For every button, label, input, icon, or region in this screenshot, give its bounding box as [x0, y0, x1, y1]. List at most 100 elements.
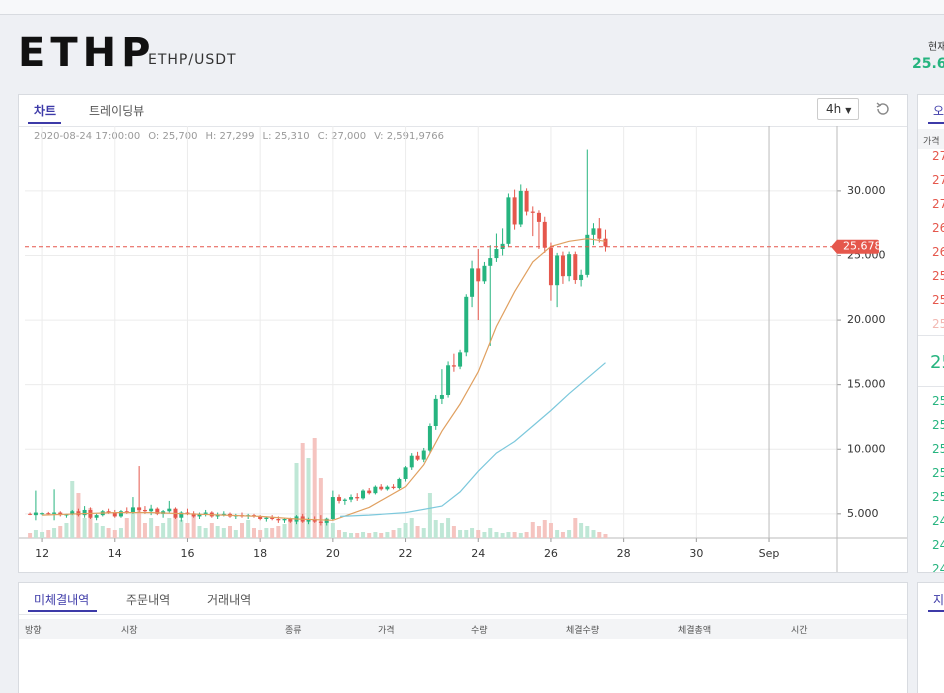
volume-bar: [324, 518, 329, 538]
candle-body: [118, 511, 123, 517]
volume-bar: [567, 530, 572, 538]
volume-bar: [100, 526, 105, 538]
interval-select[interactable]: 4h ▼: [817, 98, 859, 120]
volume-bar: [506, 532, 511, 538]
candle-body: [373, 486, 378, 494]
tab-underline: [928, 122, 944, 124]
volume-bar: [270, 528, 275, 538]
ask-price: 27: [932, 173, 944, 187]
candle-body: [149, 508, 154, 512]
candle-body: [530, 211, 535, 213]
candle-body: [524, 190, 529, 212]
tab[interactable]: 거래내역: [207, 593, 252, 607]
candle-body: [288, 519, 293, 522]
dropdown-arrow: ▼: [845, 106, 852, 115]
volume-bar: [555, 530, 560, 538]
candle-body: [264, 517, 269, 520]
info-item: L: 25,310: [262, 131, 310, 142]
tab[interactable]: 트레이딩뷰: [89, 104, 145, 118]
volume-bar: [251, 528, 256, 538]
candle-body: [579, 274, 584, 281]
candle-body: [446, 365, 451, 395]
candle-body: [603, 238, 608, 247]
candle-body: [548, 247, 553, 286]
candle-body: [28, 513, 33, 515]
candle-body: [52, 512, 57, 514]
current-price: 25.678: [912, 56, 944, 72]
volume-bar: [88, 508, 93, 538]
x-tick-label: 14: [108, 547, 122, 560]
candle-body: [70, 511, 75, 515]
bid-price: 24: [932, 562, 944, 573]
ask-price: 26: [932, 245, 944, 259]
info-item: 2020-08-24 17:00:00: [34, 131, 141, 142]
column-header: 종류: [285, 626, 302, 636]
candle-body: [191, 513, 196, 517]
candle-body: [506, 197, 511, 244]
candle-body: [439, 394, 444, 399]
candle-body: [391, 486, 396, 489]
column-header: 시간: [791, 626, 808, 636]
candle-body: [112, 512, 117, 517]
volume-bar: [106, 528, 111, 538]
volume-bar: [548, 523, 553, 538]
x-tick-label: 28: [617, 547, 631, 560]
tab[interactable]: 주문내역: [126, 593, 171, 607]
candle-body: [385, 486, 390, 490]
x-tick-label: Sep: [759, 547, 780, 560]
volume-bar: [94, 523, 99, 538]
tab[interactable]: 오: [933, 104, 944, 118]
price-caption: 현재가: [928, 42, 944, 53]
volume-bar: [233, 530, 238, 538]
ask-price: 25: [932, 317, 944, 331]
candle-body: [130, 507, 135, 513]
volume-bar: [124, 518, 129, 538]
volume-bar: [458, 530, 463, 538]
candle-body: [494, 249, 499, 259]
volume-bar: [573, 518, 578, 538]
volume-bar: [155, 526, 160, 538]
candle-body: [64, 514, 69, 516]
volume-bar: [470, 528, 475, 538]
candle-body: [355, 497, 360, 499]
volume-bar: [312, 438, 317, 538]
candle-body: [76, 511, 81, 516]
y-tick-label: 10.000: [847, 442, 886, 455]
candle-body: [597, 228, 602, 239]
x-tick-label: 26: [544, 547, 558, 560]
tab[interactable]: 지: [933, 593, 944, 607]
refresh-button[interactable]: [874, 100, 892, 118]
volume-bar: [500, 533, 505, 538]
volume-bar: [439, 523, 444, 538]
candle-body: [203, 512, 208, 514]
divider: [918, 386, 944, 387]
candle-body: [415, 455, 420, 460]
candle-body: [276, 519, 281, 521]
volume-bar: [397, 528, 402, 538]
tab[interactable]: 차트: [34, 104, 57, 118]
candle-body: [367, 490, 372, 494]
volume-bar: [579, 523, 584, 538]
top-strip: [0, 0, 944, 15]
candle-body: [451, 365, 456, 367]
volume-bar: [542, 520, 547, 538]
candle-body: [573, 254, 578, 281]
y-tick-label: 20.000: [847, 313, 886, 326]
candle-body: [476, 268, 481, 282]
volume-bar: [282, 524, 287, 538]
candle-body: [560, 255, 565, 277]
info-item: H: 27,299: [205, 131, 255, 142]
tab[interactable]: 미체결내역: [34, 593, 90, 607]
volume-bar: [215, 526, 220, 538]
candle-body: [403, 467, 408, 479]
tab-divider: [19, 126, 907, 127]
volume-bar: [464, 530, 469, 538]
bid-price: 24: [932, 514, 944, 528]
volume-bar: [379, 533, 384, 538]
x-tick-label: 16: [180, 547, 194, 560]
volume-bar: [494, 532, 499, 538]
volume-bar: [33, 530, 38, 538]
bid-price: 25: [932, 442, 944, 456]
ask-price: 26: [932, 221, 944, 235]
volume-bar: [58, 526, 63, 538]
